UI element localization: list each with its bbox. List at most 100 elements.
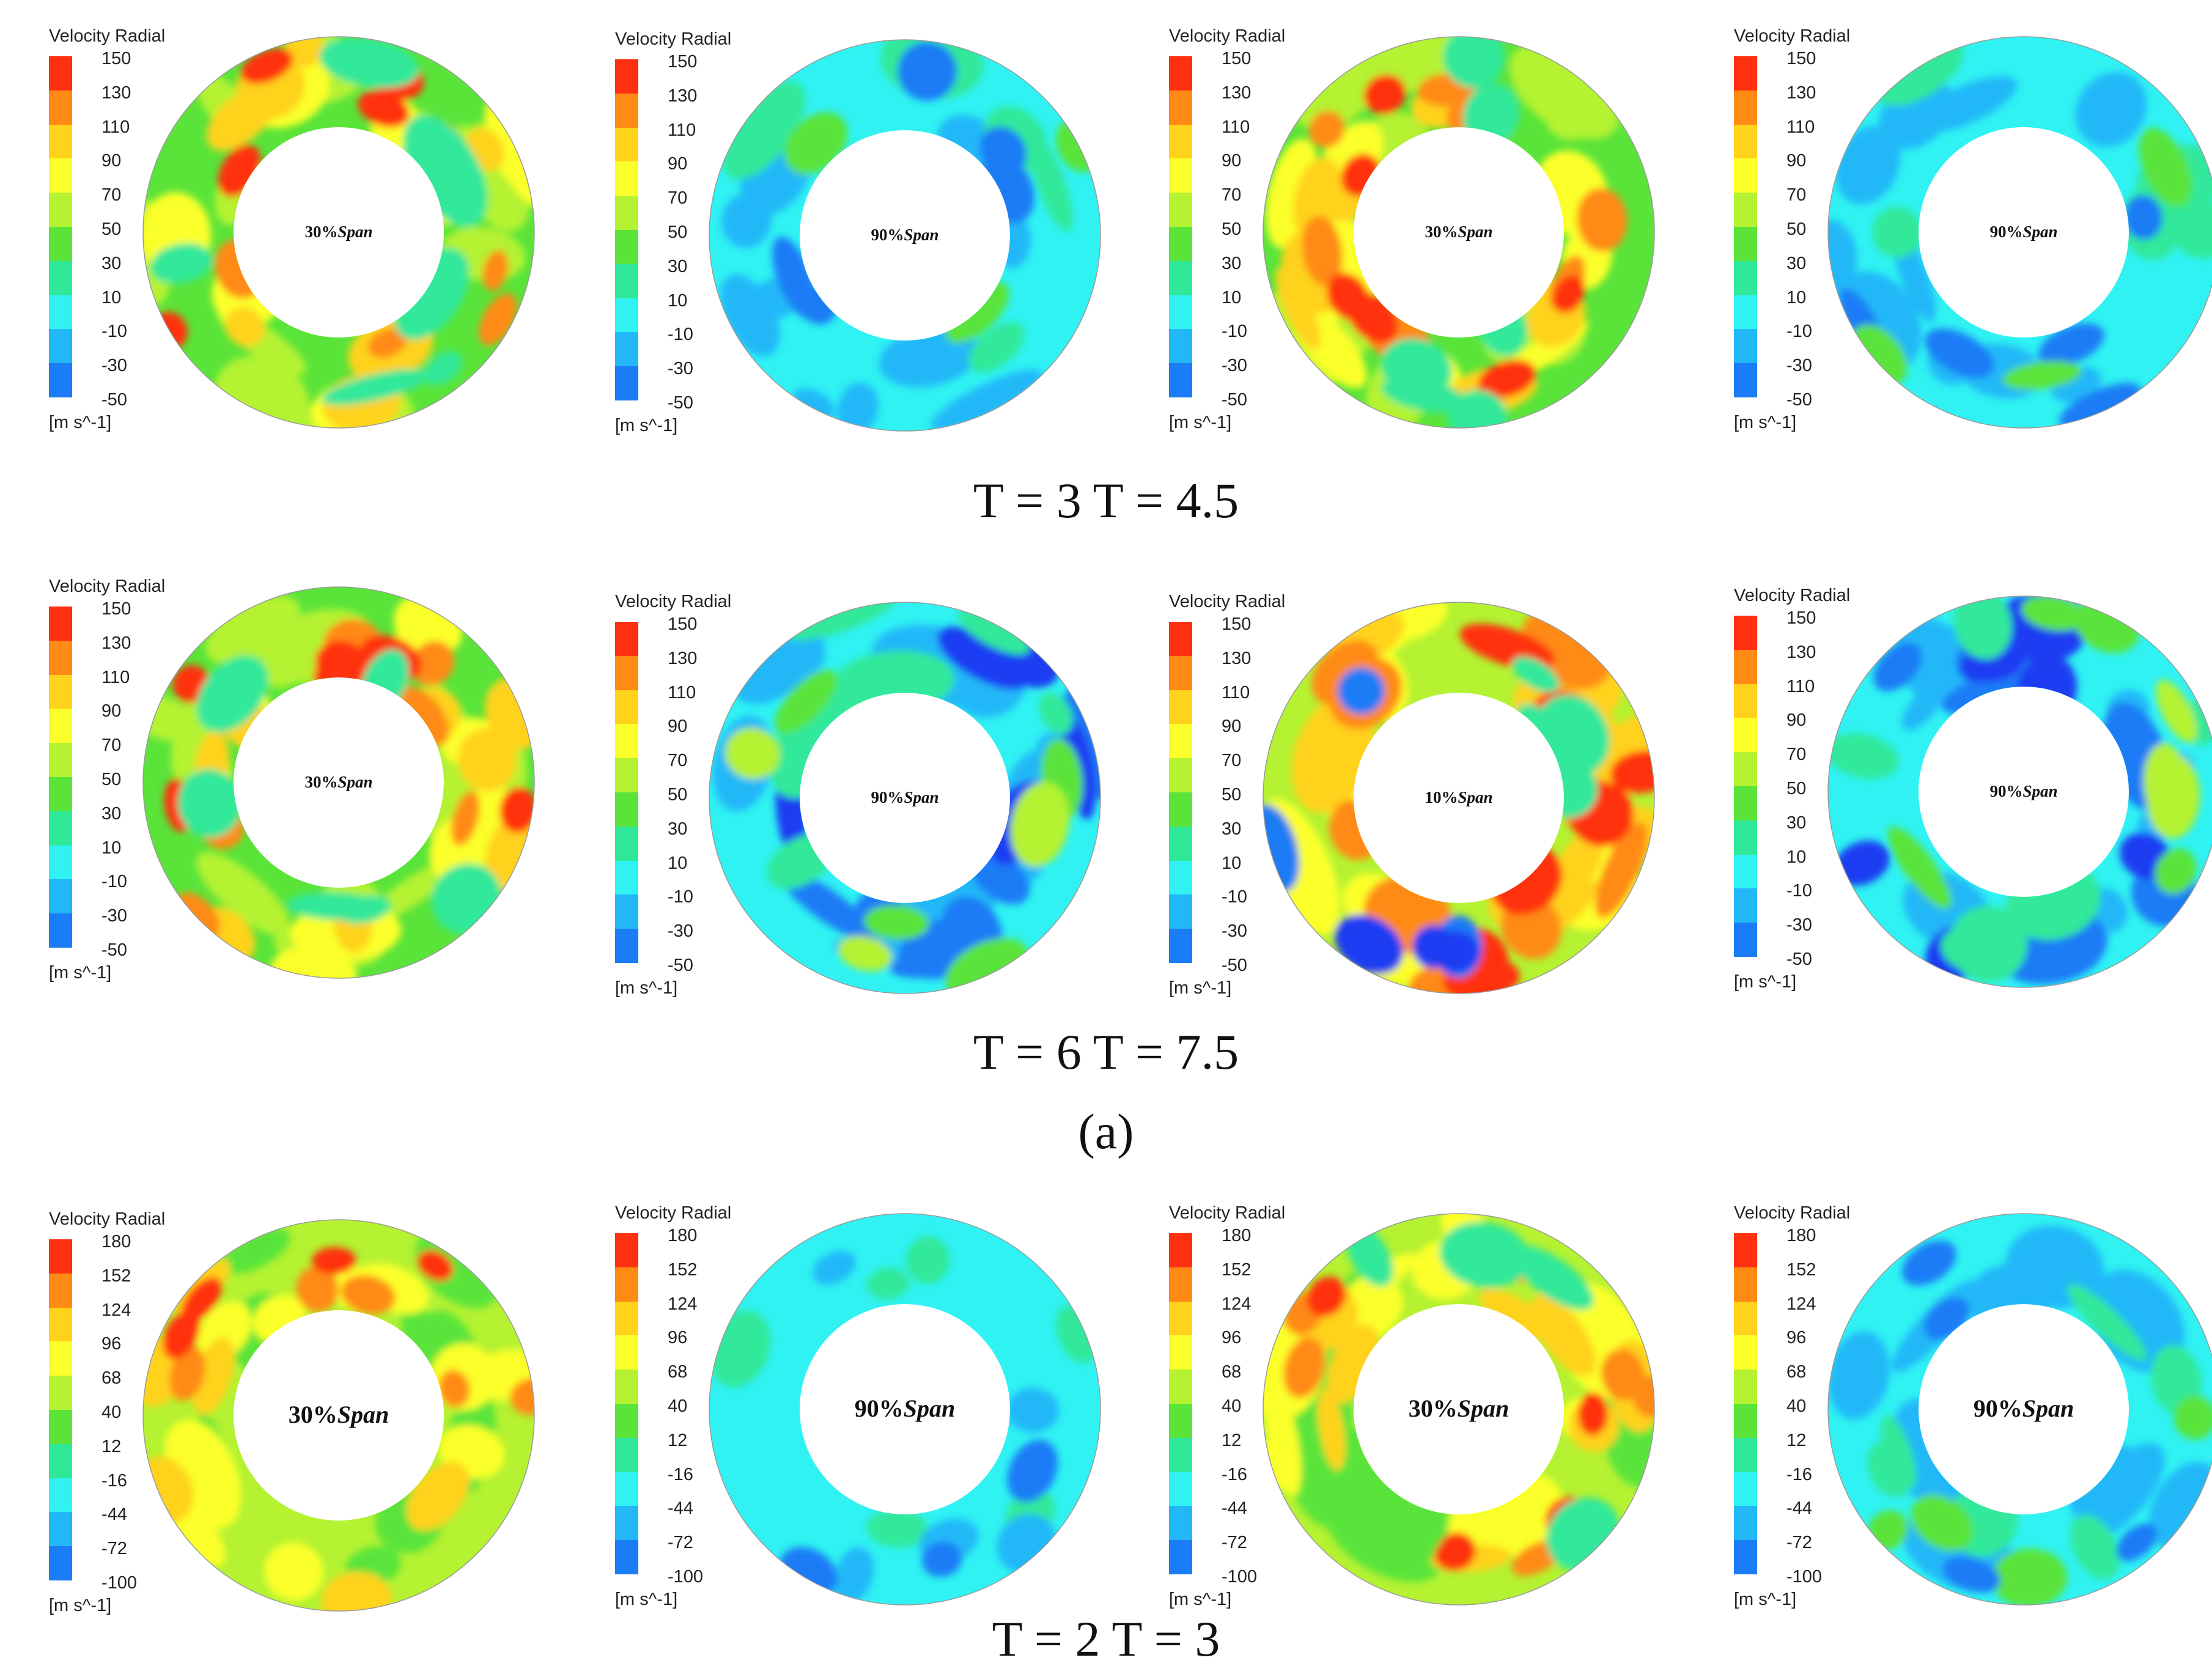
contour-region [774, 669, 838, 734]
legend-tick-label: 50 [101, 219, 122, 239]
legend-swatch [49, 56, 72, 90]
legend-swatch [49, 1409, 72, 1444]
legend-swatch [1734, 854, 1757, 889]
contour-region [264, 1542, 323, 1601]
legend-swatch [1734, 158, 1757, 193]
contour-panel: Velocity Radial 180 152 124 96 68 40 12 -16 -44 -7… [578, 1189, 1131, 1611]
annulus-contour: 90%Span [709, 602, 1101, 994]
legend-tick-label: 50 [668, 785, 688, 805]
legend-title: Velocity Radial [1169, 1203, 1286, 1223]
legend-tick-label: 68 [101, 1368, 122, 1388]
legend-swatch [49, 158, 72, 193]
contour-region [864, 905, 929, 940]
contour-region [205, 595, 300, 663]
legend-swatch [1734, 1233, 1757, 1267]
contour-region [482, 250, 509, 291]
legend-tick-label: 130 [668, 86, 698, 106]
legend-tick-label: -10 [101, 322, 127, 342]
legend-swatch [1169, 690, 1192, 725]
contour-region [321, 369, 431, 406]
contour-region [1346, 37, 1473, 94]
legend-tick-label: 150 [668, 52, 698, 72]
contour-region [1302, 216, 1343, 286]
legend-unit: [m s^-1] [49, 963, 112, 983]
legend-swatch [1169, 158, 1192, 193]
annulus-contour: 30%Span [1263, 1213, 1655, 1606]
legend-tick-label: 10 [101, 838, 122, 858]
legend-tick-label: 150 [668, 614, 698, 634]
contour-region [1006, 1387, 1060, 1433]
contour-region [2070, 1514, 2120, 1579]
legend-tick-label: -30 [101, 356, 127, 376]
legend-tick-label: 110 [101, 117, 130, 137]
contour-region [1871, 207, 1923, 258]
contour-region [898, 41, 957, 101]
legend-tick-label: 110 [1222, 682, 1250, 702]
contour-region [1902, 681, 1946, 731]
contour-region [866, 1509, 928, 1548]
legend-title: Velocity Radial [1169, 26, 1286, 46]
legend-swatch [615, 93, 638, 128]
legend-swatch [615, 298, 638, 333]
legend-swatch [615, 792, 638, 827]
contour-region [1307, 1276, 1346, 1317]
legend-tick-label: -30 [1786, 915, 1812, 935]
annulus-outer-edge [1263, 36, 1655, 429]
legend-tick-label: 90 [101, 151, 122, 171]
legend-tick-label: 30 [668, 819, 688, 839]
contour-panel: Velocity Radial 150 130 110 90 70 50 30 10 -10 -30… [578, 578, 1131, 1000]
contour-region [2116, 1523, 2158, 1562]
annulus-outer-edge [1827, 595, 2212, 988]
contour-region [724, 728, 780, 780]
legend-tick-label: 90 [668, 154, 688, 174]
legend-title: Velocity Radial [1169, 592, 1286, 611]
legend-swatch [615, 1506, 638, 1541]
legend-tick-label: -50 [1786, 949, 1812, 969]
contour-region [2139, 128, 2192, 207]
legend-tick-label: -10 [1222, 887, 1247, 907]
contour-region [1828, 1331, 1890, 1420]
contour-region [1577, 188, 1628, 252]
contour-region [321, 1571, 392, 1611]
legend-tick-label: 70 [1222, 751, 1242, 771]
legend-swatch [1169, 622, 1192, 656]
contour-region [1363, 74, 1406, 115]
legend-swatch [1169, 363, 1192, 397]
contour-region [2173, 202, 2212, 259]
contour-region [1381, 376, 1466, 413]
legend-title: Velocity Radial [49, 577, 166, 596]
annulus-outer-edge [1263, 1213, 1655, 1606]
legend-swatch [1734, 752, 1757, 786]
legend-swatch [49, 260, 72, 295]
contour-region [1511, 1245, 1594, 1310]
legend-tick-label: 110 [668, 120, 696, 140]
contour-region [1911, 1494, 1974, 1551]
legend-tick-label: 68 [1222, 1362, 1242, 1382]
span-label: 90%Span [1974, 1395, 2074, 1422]
contour-panel: Velocity Radial 180 152 124 96 68 40 12 -16 -44 -7… [1132, 1189, 1685, 1611]
legend-tick-label: -30 [1222, 921, 1247, 942]
legend-tick-label: -10 [101, 872, 127, 892]
contour-region [338, 895, 391, 924]
legend-tick-label: 40 [1222, 1396, 1242, 1416]
legend-tick-label: 50 [1786, 219, 1807, 239]
legend-tick-label: 12 [1222, 1430, 1242, 1450]
contour-region [2095, 1459, 2146, 1514]
legend-swatch [615, 724, 638, 759]
legend-tick-label: -72 [101, 1539, 127, 1559]
contour-region [177, 769, 242, 838]
legend-swatch [615, 929, 638, 963]
legend-swatch [49, 1512, 72, 1547]
legend-tick-label: -50 [1222, 956, 1247, 975]
legend-tick-label: 150 [101, 49, 131, 68]
legend-swatch [49, 1273, 72, 1308]
legend-tick-label: 124 [668, 1294, 698, 1314]
legend-tick-label: -16 [1222, 1464, 1247, 1484]
legend-tick-label: 180 [668, 1226, 698, 1245]
legend-tick-label: 30 [1786, 253, 1807, 273]
contour-region [1893, 618, 1974, 706]
legend-tick-label: 180 [1786, 1226, 1816, 1245]
legend-swatch [49, 913, 72, 948]
legend-swatch [1169, 295, 1192, 330]
contour-region [2155, 848, 2197, 894]
